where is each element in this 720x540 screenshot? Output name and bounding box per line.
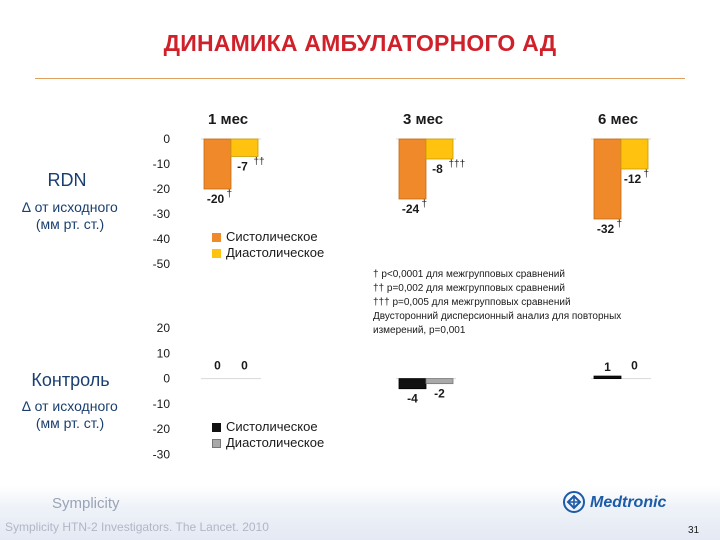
control-legend-diastolic: Диастолическое [212,435,324,450]
note-line: ††† p=0,005 для межгрупповых сравнений [373,297,571,308]
rdn-y-tick-label: 0 [163,132,170,146]
rdn-diastolic-significance-marker: † [644,169,650,180]
control-legend-diastolic-label: Диастолическое [226,435,325,450]
significance-notes: † p<0,0001 для межгрупповых сравнений ††… [373,268,703,338]
rdn-systolic-bar [398,138,427,200]
rdn-y-tick-label: -20 [153,182,171,196]
footer-band [0,486,720,540]
rdn-diastolic-value-label: -7 [237,160,248,174]
rdn-subtitle-line-1: ∆ от исходного [22,199,118,215]
rdn-diastolic-value-label: -8 [432,162,443,176]
control-systolic-bar [398,378,427,390]
control-systolic-value-label: -4 [407,392,418,406]
control-group-subtitle: ∆ от исходного (мм рт. ст.) [10,398,130,432]
rdn-diastolic-bar [425,138,454,160]
control-diastolic-value-label: -2 [434,387,445,401]
rdn-legend-diastolic-label: Диастолическое [226,245,325,260]
period-label-3: 3 мес [403,111,444,128]
rdn-diastolic-bar [230,138,259,157]
control-systolic-bar [593,375,622,380]
citation: Symplicity HTN-2 Investigators. The Lanc… [5,520,269,534]
page-title: ДИНАМИКА АМБУЛАТОРНОГО АД [163,30,557,56]
rdn-diastolic-bar [620,138,649,170]
company-name: Medtronic [590,494,667,511]
rdn-systolic-value-label: -24 [402,202,420,216]
rdn-systolic-value-label: -32 [597,222,615,236]
period-label-6: 6 мес [598,111,639,128]
rdn-subtitle-line-2: (мм рт. ст.) [35,216,105,232]
rdn-group-label: RDN [47,170,87,190]
control-systolic-value-label: 0 [214,359,221,373]
control-y-tick-label: -20 [153,422,171,436]
brand-name: Symplicity [52,495,120,512]
rdn-diastolic-swatch [212,249,221,259]
rdn-systolic-bar [203,138,232,190]
rdn-diastolic-value-label: -12 [624,172,642,186]
control-legend-systolic: Систолическое [212,419,324,434]
rdn-systolic-significance-marker: † [227,189,233,200]
control-y-tick-label: 0 [163,372,170,386]
period-label-1: 1 мес [208,111,249,128]
rdn-y-tick-label: -30 [153,207,171,221]
control-group-label: Контроль [31,370,110,390]
rdn-legend: Систолическое Диастолическое [212,229,324,260]
rdn-systolic-significance-marker: † [617,219,623,230]
rdn-systolic-swatch [212,233,221,243]
rdn-systolic-bar [593,138,622,220]
rdn-y-tick-label: -50 [153,257,171,271]
control-y-tick-label: -30 [153,448,171,462]
control-diastolic-value-label: 0 [241,359,248,373]
rdn-y-tick-label: -40 [153,232,171,246]
rdn-legend-systolic: Систолическое [212,229,324,244]
control-diastolic-bar [425,378,454,385]
rdn-group-subtitle: ∆ от исходного (мм рт. ст.) [10,199,130,233]
rdn-diastolic-significance-marker: †† [254,157,265,168]
control-systolic-value-label: 1 [604,360,611,374]
control-subtitle-line-2: (мм рт. ст.) [35,415,105,431]
note-line: измерений, p=0,001 [373,325,466,336]
control-legend: Систолическое Диастолическое [212,419,324,450]
medtronic-logo-icon [563,491,585,513]
note-line: † p<0,0001 для межгрупповых сравнений [373,269,565,280]
control-legend-systolic-label: Систолическое [226,419,318,434]
control-y-tick-label: -10 [153,397,171,411]
control-y-tick-label: 10 [157,346,171,360]
control-y-tick-label: 20 [157,321,171,335]
control-systolic-swatch [212,423,221,433]
note-line: †† p=0,002 для межгрупповых сравнений [373,283,565,294]
rdn-systolic-value-label: -20 [207,192,225,206]
control-subtitle-line-1: ∆ от исходного [22,398,118,414]
note-line: Двусторонний дисперсионный анализ для по… [373,311,622,322]
rdn-legend-systolic-label: Систолическое [226,229,318,244]
control-diastolic-swatch [212,439,221,449]
rdn-y-tick-label: -10 [153,157,171,171]
rdn-systolic-significance-marker: † [422,199,428,210]
page-number: 31 [688,525,700,536]
rdn-diastolic-significance-marker: ††† [449,159,466,170]
rdn-legend-diastolic: Диастолическое [212,245,324,260]
control-diastolic-value-label: 0 [631,359,638,373]
title-divider [35,78,685,79]
